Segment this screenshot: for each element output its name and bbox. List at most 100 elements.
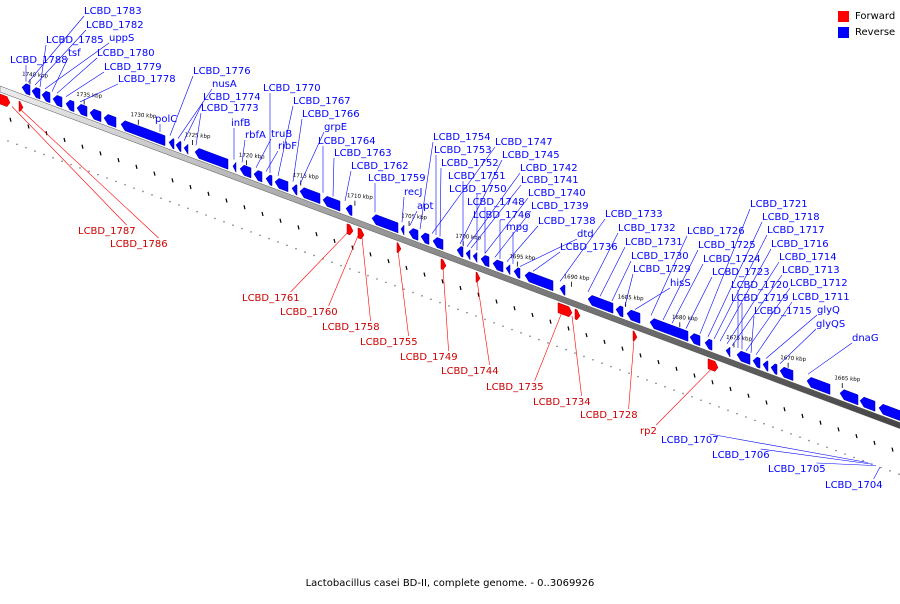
reverse-gene-47 <box>779 366 794 381</box>
reverse-gene-label[interactable]: LCBD_1732 <box>618 223 676 234</box>
reverse-gene-label[interactable]: LCBD_1764 <box>318 136 376 147</box>
reverse-gene-label[interactable]: infB <box>231 118 251 129</box>
reverse-gene-label[interactable]: LCBD_1748 <box>467 197 525 208</box>
reverse-gene-label[interactable]: LCBD_1779 <box>104 62 162 73</box>
reverse-gene-label[interactable]: glyQS <box>816 319 845 330</box>
reverse-gene-label[interactable]: LCBD_1780 <box>97 48 155 59</box>
reverse-gene-label[interactable]: LCBD_1767 <box>293 96 351 107</box>
reverse-gene-label[interactable]: LCBD_1725 <box>698 240 756 251</box>
reverse-gene-label[interactable]: LCBD_1729 <box>633 264 691 275</box>
reverse-gene-label[interactable]: LCBD_1746 <box>473 210 531 221</box>
reverse-gene-label[interactable]: LCBD_1762 <box>351 161 409 172</box>
reverse-gene-label[interactable]: glyQ <box>817 305 840 316</box>
reverse-gene-label[interactable]: rbfA <box>245 130 266 141</box>
reverse-gene-label[interactable]: LCBD_1712 <box>790 278 848 289</box>
forward-gene-label[interactable]: LCBD_1749 <box>400 352 458 363</box>
forward-gene-label[interactable]: LCBD_1734 <box>533 397 591 408</box>
reverse-gene-label[interactable]: LCBD_1718 <box>762 212 820 223</box>
forward-gene-9 <box>632 330 638 342</box>
reverse-gene-label[interactable]: dnaG <box>852 333 879 344</box>
reverse-gene-label[interactable]: LCBD_1731 <box>625 237 683 248</box>
genome-caption: Lactobacillus casei BD-II, complete geno… <box>305 578 595 589</box>
minus-strand-gene-label[interactable]: LCBD_1705 <box>768 464 826 475</box>
reverse-gene-label[interactable]: LCBD_1741 <box>521 175 579 186</box>
reverse-gene-label[interactable]: LCBD_1730 <box>631 251 689 262</box>
reverse-gene-label[interactable]: LCBD_1724 <box>703 254 761 265</box>
reverse-gene-label[interactable]: LCBD_1736 <box>560 242 618 253</box>
reverse-gene-label[interactable]: LCBD_1715 <box>754 306 812 317</box>
reverse-gene-label[interactable]: apt <box>417 201 433 212</box>
reverse-gene-label[interactable]: LCBD_1754 <box>433 132 491 143</box>
reverse-gene-label[interactable]: LCBD_1776 <box>193 66 251 77</box>
reverse-gene-label[interactable]: polC <box>155 114 177 125</box>
minus-strand-gene-label[interactable]: LCBD_1706 <box>712 450 770 461</box>
reverse-gene-label[interactable]: LCBD_1738 <box>538 216 596 227</box>
reverse-gene-label[interactable]: truB <box>271 129 292 140</box>
reverse-gene-label[interactable]: tsf <box>68 48 81 59</box>
reverse-gene-label[interactable]: LCBD_1719 <box>731 293 789 304</box>
forward-gene-10 <box>707 358 719 372</box>
forward-gene-label[interactable]: LCBD_1758 <box>322 322 380 333</box>
forward-gene-label[interactable]: LCBD_1755 <box>360 337 418 348</box>
reverse-gene-label[interactable]: LCBD_1745 <box>502 150 560 161</box>
reverse-gene-15 <box>253 170 263 183</box>
reverse-gene-label[interactable]: LCBD_1721 <box>750 199 808 210</box>
reverse-gene-label[interactable]: LCBD_1751 <box>448 171 506 182</box>
reverse-gene-label[interactable]: grpE <box>324 122 347 133</box>
reverse-gene-50 <box>859 396 876 412</box>
reverse-gene-label[interactable]: LCBD_1763 <box>334 148 392 159</box>
reverse-gene-label[interactable]: LCBD_1774 <box>203 92 261 103</box>
reverse-gene-label[interactable]: LCBD_1753 <box>434 145 492 156</box>
reverse-gene-label[interactable]: LCBD_1759 <box>368 173 426 184</box>
reverse-gene-label[interactable]: LCBD_1739 <box>531 201 589 212</box>
forward-gene-label[interactable]: LCBD_1787 <box>78 226 136 237</box>
reverse-gene-label[interactable]: LCBD_1714 <box>779 252 837 263</box>
reverse-gene-30 <box>480 255 490 268</box>
reverse-gene-label[interactable]: LCBD_1782 <box>86 20 144 31</box>
reverse-gene-label[interactable]: LCBD_1713 <box>782 265 840 276</box>
scale-tick-label: 1670 kbp <box>780 355 807 363</box>
reverse-gene-label[interactable]: LCBD_1770 <box>263 83 321 94</box>
reverse-gene-label[interactable]: ribF <box>278 141 297 152</box>
forward-gene-label[interactable]: LCBD_1744 <box>441 366 499 377</box>
forward-gene-label[interactable]: LCBD_1786 <box>110 239 168 250</box>
forward-gene-label[interactable]: LCBD_1760 <box>280 307 338 318</box>
reverse-gene-label[interactable]: LCBD_1717 <box>767 225 825 236</box>
reverse-gene-label[interactable]: hisS <box>670 278 691 289</box>
reverse-gene-label[interactable]: LCBD_1783 <box>84 6 142 17</box>
reverse-gene-label[interactable]: LCBD_1716 <box>771 239 829 250</box>
minus-strand-gene-label[interactable]: LCBD_1707 <box>661 435 719 446</box>
reverse-gene-label[interactable]: LCBD_1742 <box>520 163 578 174</box>
reverse-gene-label[interactable]: LCBD_1785 <box>46 35 104 46</box>
forward-gene-label[interactable]: LCBD_1728 <box>580 410 638 421</box>
forward-gene-label[interactable]: LCBD_1761 <box>242 293 300 304</box>
forward-gene-label[interactable]: rp2 <box>640 426 657 437</box>
reverse-gene-label[interactable]: LCBD_1766 <box>302 109 360 120</box>
reverse-gene-label[interactable]: LCBD_1723 <box>712 267 770 278</box>
reverse-gene-label[interactable]: LCBD_1773 <box>201 103 259 114</box>
forward-gene-label[interactable]: LCBD_1735 <box>486 382 544 393</box>
reverse-gene-label[interactable]: LCBD_1733 <box>605 209 663 220</box>
reverse-gene-29 <box>472 251 478 264</box>
reverse-gene-label[interactable]: LCBD_1726 <box>687 226 745 237</box>
reverse-gene-label[interactable]: uppS <box>109 33 134 44</box>
legend-label-reverse: Reverse <box>855 26 896 38</box>
reverse-gene-label[interactable]: recJ <box>404 187 423 198</box>
reverse-gene-label[interactable]: mpg <box>506 222 528 233</box>
reverse-gene-label[interactable]: LCBD_1740 <box>528 188 586 199</box>
reverse-gene-label[interactable]: LCBD_1711 <box>792 292 850 303</box>
reverse-gene-label[interactable]: dtd <box>577 229 594 240</box>
reverse-gene-label[interactable]: LCBD_1788 <box>10 55 68 66</box>
scale-tick-label: 1730 kbp <box>130 112 157 120</box>
minus-strand-gene-label[interactable]: LCBD_1704 <box>825 480 883 491</box>
reverse-gene-label[interactable]: nusA <box>212 79 237 90</box>
reverse-gene-label[interactable]: LCBD_1752 <box>441 158 499 169</box>
legend-item-reverse: Reverse <box>838 24 895 40</box>
reverse-gene-label[interactable]: LCBD_1750 <box>449 184 507 195</box>
reverse-gene-label[interactable]: LCBD_1720 <box>731 280 789 291</box>
reverse-gene-label[interactable]: LCBD_1778 <box>118 74 176 85</box>
reverse-gene-9 <box>168 138 175 150</box>
reverse-gene-label[interactable]: LCBD_1747 <box>495 137 553 148</box>
